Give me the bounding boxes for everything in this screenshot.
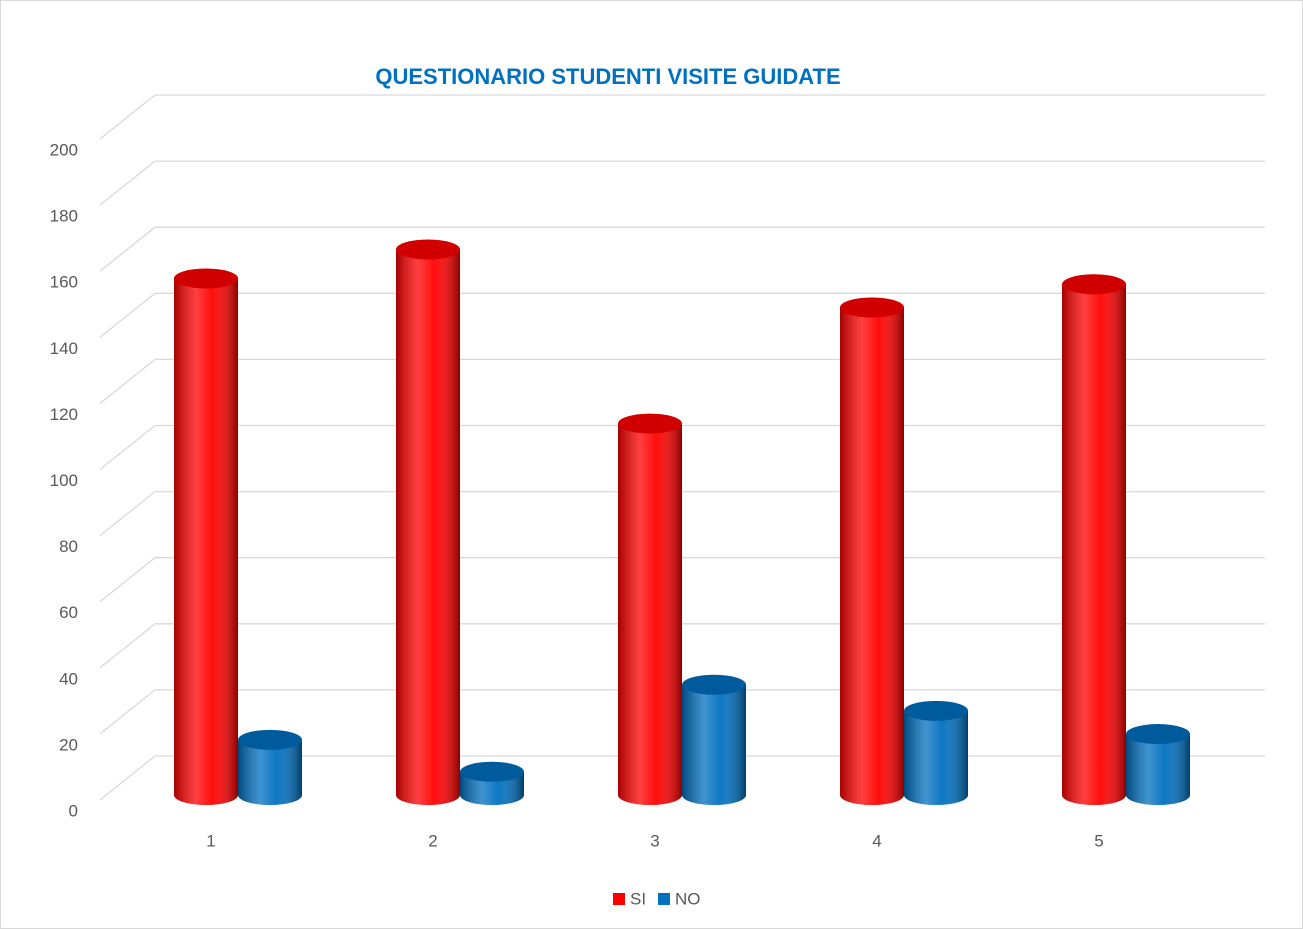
- bar-top: [904, 700, 968, 721]
- bar-top-shade: [238, 729, 302, 750]
- x-tick-label: 2: [428, 831, 437, 850]
- bar-shade: [1062, 284, 1126, 805]
- x-tick-label: 5: [1094, 831, 1103, 850]
- bar-top-shade: [1062, 274, 1126, 295]
- bar-top: [238, 729, 302, 750]
- bar-top: [174, 268, 238, 289]
- bar-shade: [396, 249, 460, 805]
- bar-shade: [618, 423, 682, 805]
- y-tick-label: 80: [59, 537, 78, 556]
- bar-top-shade: [174, 268, 238, 289]
- bar-top-shade: [618, 413, 682, 434]
- chart-title: QUESTIONARIO STUDENTI VISITE GUIDATE: [375, 64, 840, 89]
- bar-top-shade: [1126, 724, 1190, 745]
- bar-shade: [840, 307, 904, 805]
- legend-swatch: [613, 893, 625, 905]
- bar-shade: [1126, 734, 1190, 805]
- grid-line: [99, 94, 1265, 140]
- grid-line: [99, 226, 1265, 272]
- x-tick-label: 3: [650, 831, 659, 850]
- y-tick-label: 140: [50, 339, 78, 358]
- bar-top-shade: [396, 239, 460, 260]
- x-tick-label: 4: [872, 831, 881, 850]
- y-tick-label: 40: [59, 669, 78, 688]
- y-tick-label: 120: [50, 405, 78, 424]
- bar-top: [396, 239, 460, 260]
- y-tick-label: 20: [59, 735, 78, 754]
- y-tick-label: 200: [50, 140, 78, 159]
- bar-top: [618, 413, 682, 434]
- bar-shade: [904, 710, 968, 805]
- y-tick-label: 160: [50, 273, 78, 292]
- bar-top: [1062, 274, 1126, 295]
- bar-top: [682, 674, 746, 695]
- y-tick-label: 60: [59, 603, 78, 622]
- bar-top: [1126, 724, 1190, 745]
- legend-label: NO: [675, 889, 701, 908]
- bar-shade: [238, 739, 302, 805]
- grid-line: [99, 160, 1265, 206]
- grid-line: [99, 292, 1265, 338]
- bar-shade: [174, 278, 238, 805]
- bar-top-shade: [682, 674, 746, 695]
- bar-top-shade: [904, 700, 968, 721]
- y-tick-label: 0: [69, 801, 78, 820]
- y-tick-label: 180: [50, 207, 78, 226]
- y-tick-label: 100: [50, 471, 78, 490]
- bar-top: [460, 761, 524, 782]
- x-tick-label: 1: [206, 831, 215, 850]
- bar-top-shade: [840, 297, 904, 318]
- bar-shade: [682, 684, 746, 805]
- bar-top-shade: [460, 761, 524, 782]
- legend-swatch: [658, 893, 670, 905]
- bar-top: [840, 297, 904, 318]
- legend-label: SI: [630, 889, 646, 908]
